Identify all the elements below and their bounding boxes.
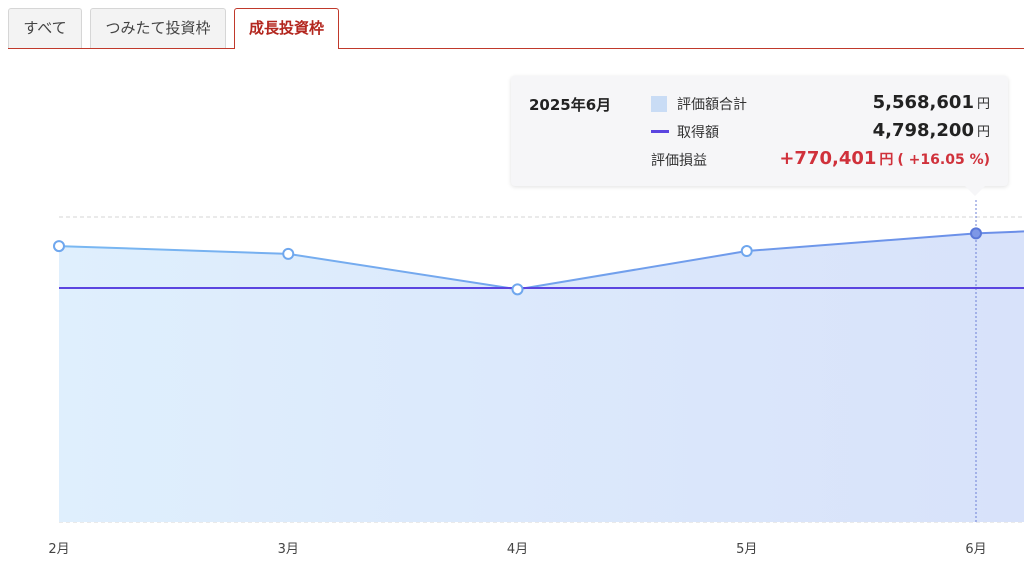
tooltip-cost-row: 取得額 4,798,200 円	[651, 120, 990, 144]
tooltip: 2025年6月 評価額合計 5,568,601 円 取得額 4,798,200 円 …	[511, 76, 1008, 196]
tab-underline	[8, 48, 1024, 49]
gain-value: +770,401	[779, 148, 877, 169]
x-tick-label: 3月	[278, 542, 299, 557]
cost-value: 4,798,200	[872, 120, 974, 141]
tooltip-gain-row: 評価損益 +770,401 円( +16.05 %)	[651, 148, 990, 172]
cost-label: 取得額	[677, 125, 719, 141]
tab-growth[interactable]: 成長投資枠	[234, 8, 339, 49]
cost-legend-swatch	[651, 130, 669, 133]
data-point-2[interactable]	[282, 247, 295, 260]
data-point-3[interactable]	[511, 283, 524, 296]
data-point-5[interactable]	[970, 227, 982, 240]
tab-tsumitate[interactable]: つみたて投資枠	[90, 8, 226, 48]
x-tick-label: 2月	[48, 542, 69, 557]
x-tick-label: 5月	[736, 542, 757, 557]
data-point-1[interactable]	[53, 240, 65, 253]
data-point-4[interactable]	[740, 245, 753, 258]
tooltip-date: 2025年6月	[529, 96, 612, 114]
valuation-area	[59, 231, 1024, 522]
valuation-line	[58, 230, 1024, 291]
cost-unit: 円	[976, 125, 990, 140]
gain-label: 評価損益	[651, 153, 707, 169]
valuation-value: 5,568,601	[872, 92, 974, 113]
x-tick-label: 6月	[965, 542, 986, 557]
tab-all[interactable]: すべて	[8, 8, 82, 48]
gain-percent: ( +16.05 %)	[897, 152, 990, 168]
gain-unit: 円	[879, 152, 894, 168]
tab-bar: すべて つみたて投資枠 成長投資枠	[8, 8, 1024, 49]
valuation-legend-swatch	[651, 96, 667, 112]
tooltip-valuation-row: 評価額合計 5,568,601 円	[651, 92, 990, 116]
tooltip-arrow	[965, 186, 985, 196]
valuation-label: 評価額合計	[677, 97, 747, 113]
valuation-unit: 円	[976, 97, 990, 112]
x-tick-label: 4月	[507, 542, 528, 557]
